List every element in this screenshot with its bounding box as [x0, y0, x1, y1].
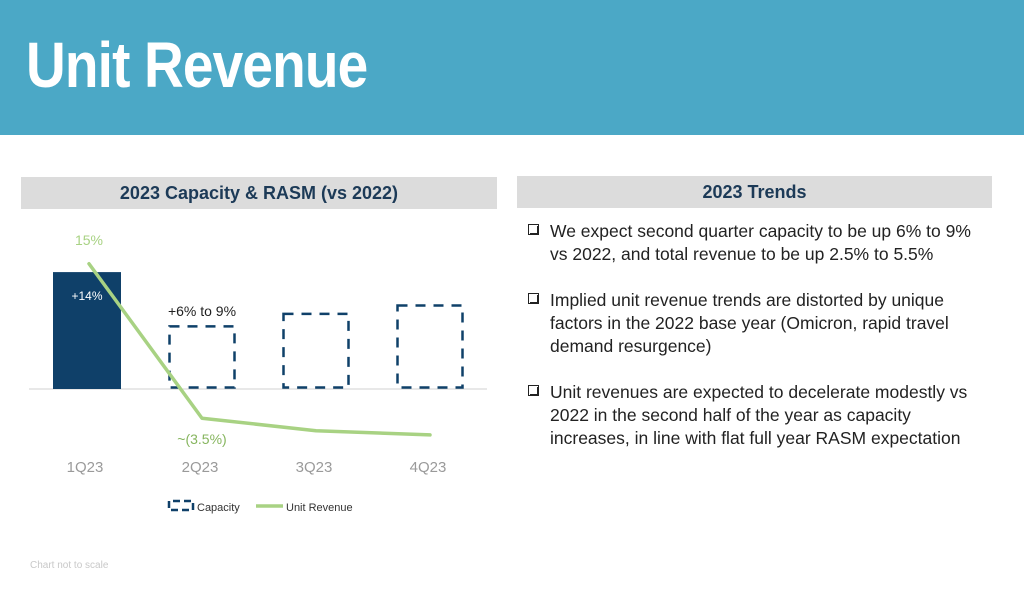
- trend-bullet-text: We expect second quarter capacity to be …: [550, 221, 971, 264]
- header-bar: Unit Revenue: [0, 0, 1024, 135]
- page-title: Unit Revenue: [26, 29, 368, 101]
- trend-bullet-text: Unit revenues are expected to decelerate…: [550, 382, 968, 448]
- capacity-rasm-chart: +14% +6% to 9% 15% ~(3.5%) 1Q23 2Q23 3Q23 4Q23 C…: [29, 232, 487, 514]
- checkbox-icon: [528, 224, 539, 235]
- x-tick-label: 2Q23: [182, 459, 219, 476]
- capacity-bar: [282, 312, 350, 389]
- x-tick-label: 3Q23: [296, 459, 333, 476]
- trend-bullet: We expect second quarter capacity to be …: [528, 220, 988, 266]
- capacity-bar: [396, 304, 464, 389]
- legend-unit-revenue-label: Unit Revenue: [286, 502, 353, 514]
- legend-capacity-swatch: [167, 499, 195, 512]
- trend-bullet-text: Implied unit revenue trends are distorte…: [550, 290, 949, 356]
- capacity-data-label: +14%: [71, 289, 102, 303]
- x-tick-label: 4Q23: [410, 459, 447, 476]
- trend-bullet: Unit revenues are expected to decelerate…: [528, 381, 988, 450]
- x-tick-label: 1Q23: [67, 459, 104, 476]
- unit-revenue-data-label: ~(3.5%): [177, 431, 226, 447]
- trends-list: We expect second quarter capacity to be …: [528, 220, 988, 473]
- checkbox-icon: [528, 293, 539, 304]
- trends-panel-heading: 2023 Trends: [517, 176, 992, 208]
- unit-revenue-data-label: 15%: [75, 232, 103, 248]
- chart-panel-heading: 2023 Capacity & RASM (vs 2022): [21, 177, 497, 209]
- capacity-data-label: +6% to 9%: [168, 303, 236, 319]
- checkbox-icon: [528, 385, 539, 396]
- legend-capacity-label: Capacity: [197, 502, 240, 514]
- unit-revenue-line: [87, 262, 432, 437]
- capacity-bar: [168, 325, 236, 389]
- trend-bullet: Implied unit revenue trends are distorte…: [528, 289, 988, 358]
- chart-footnote: Chart not to scale: [30, 560, 109, 571]
